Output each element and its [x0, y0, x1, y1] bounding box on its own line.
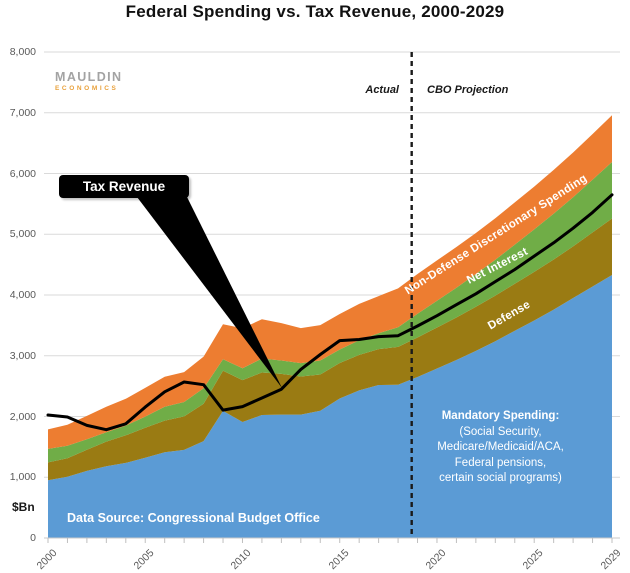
area-mandatory-spending [48, 275, 612, 538]
page-title: Federal Spending vs. Tax Revenue, 2000-2… [125, 2, 505, 21]
mandatory-note-line: Mandatory Spending: [441, 410, 560, 422]
tax-revenue-callout: Tax Revenue [59, 175, 189, 198]
tax-revenue-callout-pointer [137, 197, 282, 388]
area-non-defense-discretionary-spending [48, 115, 612, 449]
data-source-note: Data Source: Congressional Budget Office [67, 511, 320, 525]
tax-revenue-line [46, 193, 614, 432]
y-axis-tick-label: 8,000 [9, 46, 36, 58]
mandatory-spending-note: Mandatory Spending: (Social Security, Medi… [398, 409, 603, 487]
y-axis-unit-label: $Bn [12, 500, 35, 514]
y-axis-tick-label: 0 [30, 532, 36, 544]
y-axis-tick-label: 6,000 [9, 167, 36, 180]
y-axis-tick-label: 7,000 [9, 106, 36, 119]
y-axis-tick-label: 5,000 [9, 228, 36, 241]
cbo-projection-label: CBO Projection [427, 84, 509, 96]
y-axis-tick-label: 1,000 [9, 471, 36, 484]
y-axis-tick-label: 2,000 [9, 410, 36, 423]
actual-label: Actual [365, 84, 399, 96]
logo-economics-text: ECONOMICS [55, 84, 119, 92]
y-axis-tick-label: 3,000 [9, 349, 36, 362]
y-axis-tick-label: 4,000 [9, 289, 36, 301]
area-defense [48, 218, 612, 481]
logo-mauldin-text: MAULDIN [55, 70, 123, 84]
mandatory-note-line: Federal pensions, [454, 456, 547, 469]
mandatory-note-line: Medicare/Medicaid/ACA, [437, 441, 564, 453]
mandatory-note-line: certain social programs) [439, 472, 562, 484]
mandatory-note-line: (Social Security, [459, 425, 542, 438]
mauldin-economics-logo: MAULDIN ECONOMICS [55, 71, 122, 92]
